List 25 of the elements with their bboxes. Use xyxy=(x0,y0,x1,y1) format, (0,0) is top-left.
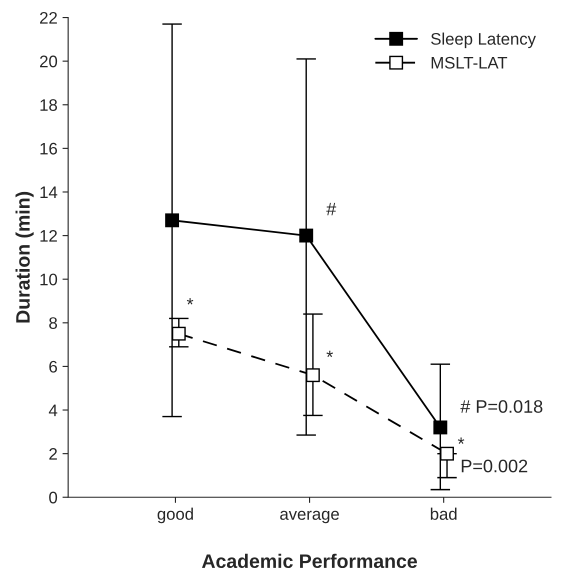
y-tick-label: 4 xyxy=(48,404,58,416)
annotation: * xyxy=(186,298,194,305)
legend-label: Sleep Latency xyxy=(431,32,536,48)
y-tick-label: 6 xyxy=(49,360,58,373)
y-axis-title: Duration (min) xyxy=(16,192,34,323)
annotation: * xyxy=(458,438,464,444)
x-axis-title: Academic Performance xyxy=(202,554,417,568)
y-tick-label: 18 xyxy=(40,99,58,111)
annotation: # xyxy=(326,202,336,216)
y-tick-label: 16 xyxy=(40,142,58,155)
x-tick-label: bad xyxy=(430,508,457,520)
annotation: P=0.002 xyxy=(462,460,528,472)
y-tick-label: 8 xyxy=(49,317,58,330)
annotation: # P=0.018 xyxy=(460,400,542,413)
x-tick-label: good xyxy=(158,508,193,524)
y-tick-label: 14 xyxy=(40,186,58,198)
y-tick-label: 0 xyxy=(49,492,58,504)
annotation: * xyxy=(326,350,333,358)
y-tick-label: 12 xyxy=(40,230,57,242)
y-tick-label: 2 xyxy=(49,448,57,460)
y-tick-label: 20 xyxy=(40,56,58,68)
legend-label: MSLT-LAT xyxy=(432,56,508,69)
y-tick-label: 10 xyxy=(40,274,58,286)
x-tick-label: average xyxy=(280,510,339,524)
y-tick-label: 22 xyxy=(40,12,57,24)
